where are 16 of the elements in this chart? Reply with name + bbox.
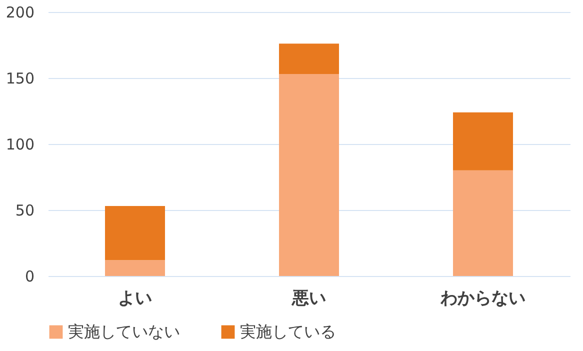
- bar: [105, 206, 165, 260]
- x-tick-label: わからない: [440, 288, 526, 308]
- bar: [279, 44, 339, 74]
- y-tick-label: 50: [15, 202, 34, 220]
- y-tick-label: 150: [6, 70, 34, 88]
- y-tick-label: 100: [6, 136, 34, 154]
- legend-label: 実施していない: [68, 322, 180, 341]
- y-tick-label: 200: [6, 4, 34, 22]
- bar: [453, 112, 513, 170]
- legend-label: 実施している: [240, 322, 336, 341]
- bar: [453, 170, 513, 276]
- y-tick-label: 0: [24, 268, 34, 286]
- x-tick-label: 悪い: [291, 288, 326, 308]
- x-tick-label: よい: [118, 288, 152, 308]
- bar: [279, 74, 339, 276]
- bar: [105, 260, 165, 276]
